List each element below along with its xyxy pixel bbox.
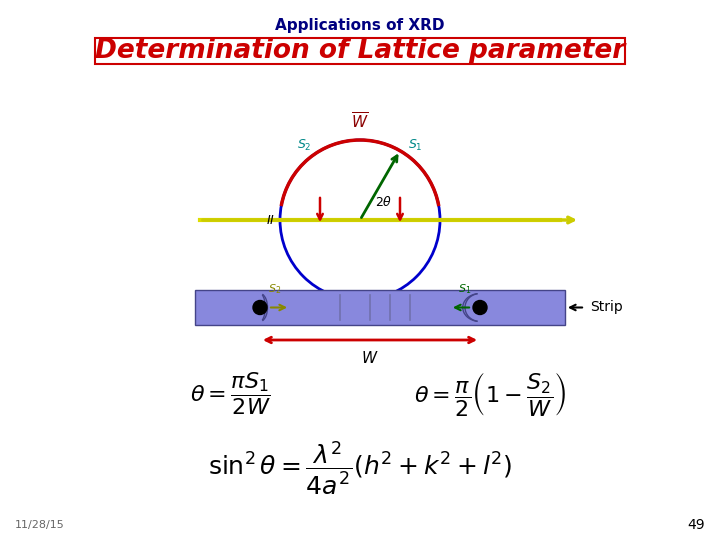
Text: $II$: $II$ <box>266 213 275 226</box>
Circle shape <box>253 300 267 314</box>
Text: Determination of Lattice parameter: Determination of Lattice parameter <box>95 38 625 64</box>
Text: Strip: Strip <box>590 300 623 314</box>
Text: Applications of XRD: Applications of XRD <box>275 18 445 33</box>
Text: 11/28/15: 11/28/15 <box>15 520 65 530</box>
Text: $2\theta$: $2\theta$ <box>375 195 392 209</box>
Text: $W$: $W$ <box>361 350 379 366</box>
Text: $S_1$: $S_1$ <box>408 138 423 153</box>
Text: $\sin^2\theta = \dfrac{\lambda^2}{4a^2}\left(h^2 + k^2 + l^2\right)$: $\sin^2\theta = \dfrac{\lambda^2}{4a^2}\… <box>208 440 512 497</box>
Text: $S_2$: $S_2$ <box>269 282 282 295</box>
Text: $\theta = \dfrac{\pi}{2}\left(1 - \dfrac{S_2}{W}\right)$: $\theta = \dfrac{\pi}{2}\left(1 - \dfrac… <box>413 370 567 418</box>
Text: $S_1$: $S_1$ <box>459 282 472 295</box>
Text: $\overline{W}$: $\overline{W}$ <box>351 112 369 132</box>
Text: 49: 49 <box>688 518 705 532</box>
Circle shape <box>473 300 487 314</box>
Bar <box>195 290 565 325</box>
Text: $\theta = \dfrac{\pi S_1}{2W}$: $\theta = \dfrac{\pi S_1}{2W}$ <box>189 370 271 416</box>
Text: $S_2$: $S_2$ <box>297 138 312 153</box>
